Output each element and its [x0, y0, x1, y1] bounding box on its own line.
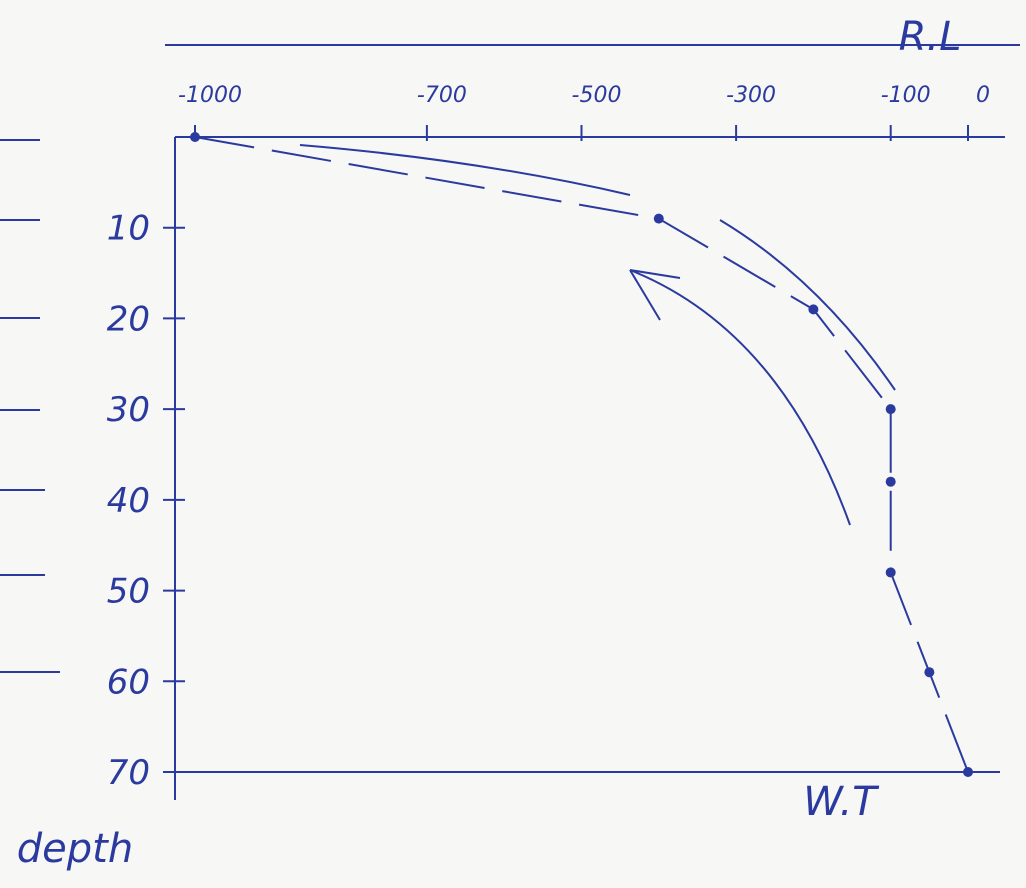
y-tick-label: 40 [107, 481, 150, 521]
point [886, 477, 896, 487]
point [924, 667, 934, 677]
x-tick-label: -300 [726, 83, 776, 108]
point [886, 567, 896, 577]
x-tick-label: -1000 [178, 83, 242, 108]
y-tick-label: 30 [107, 390, 150, 430]
y-tick-label: 10 [107, 209, 150, 249]
line [195, 137, 968, 772]
point [190, 132, 200, 142]
x-tick-label: 0 [976, 83, 990, 108]
y-tick-label: 60 [107, 662, 150, 702]
y-axis-label: depth [17, 826, 133, 872]
x-axis-label: W.T [803, 779, 880, 825]
x-tick-label: -100 [881, 83, 931, 108]
y-tick-label: 20 [107, 299, 150, 339]
chart-title: R.L [899, 14, 962, 60]
x-tick-label: -500 [572, 83, 622, 108]
point [654, 214, 664, 224]
point [886, 404, 896, 414]
y-tick-label: 50 [107, 572, 150, 612]
point [808, 304, 818, 314]
y-tick-label: 70 [107, 753, 150, 793]
decoration [0, 45, 1020, 800]
chart: R.L W.T depth -1000-700-500-300-10001020… [0, 0, 1026, 888]
point [963, 767, 973, 777]
x-tick-label: -700 [417, 83, 467, 108]
